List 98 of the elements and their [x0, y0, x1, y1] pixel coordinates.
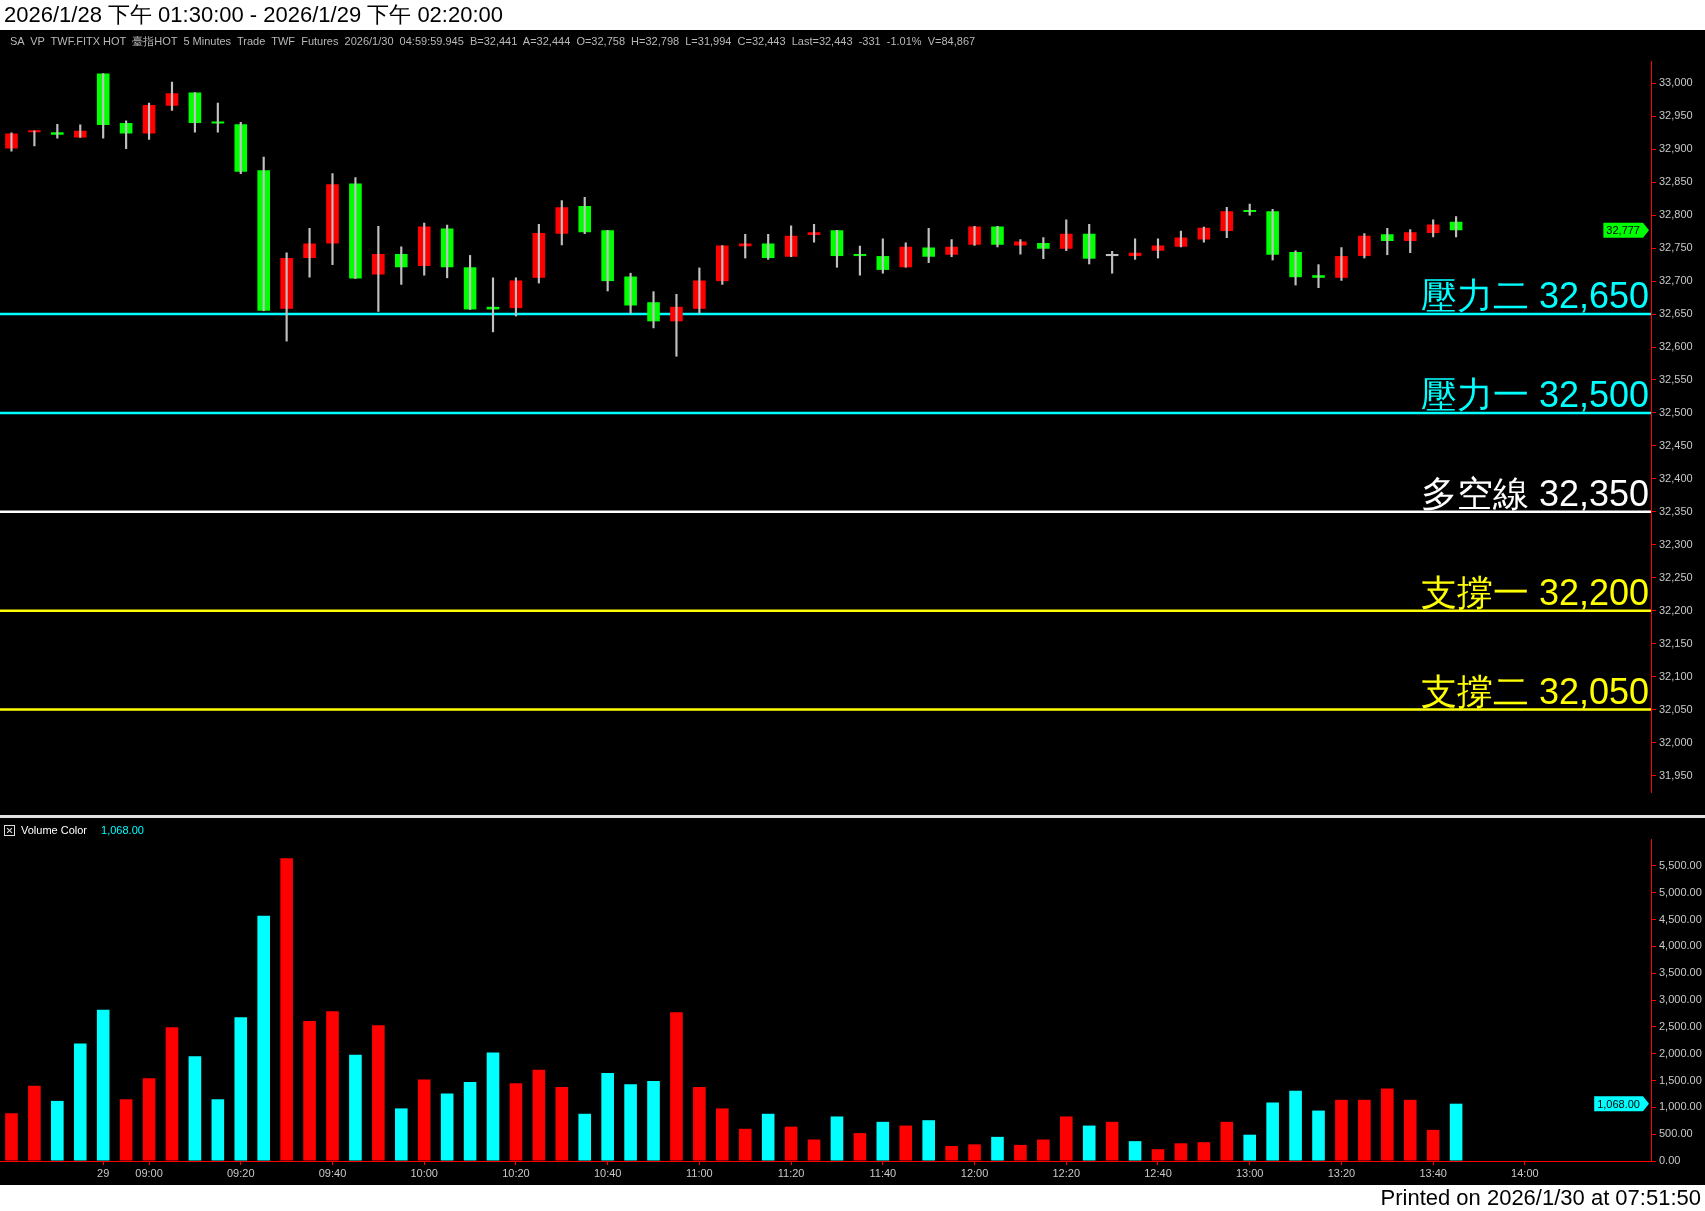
y-tick-label: 5,500.00 [1659, 858, 1702, 871]
bar [624, 1084, 637, 1161]
bar [1128, 1141, 1142, 1161]
bar [578, 1113, 592, 1161]
bar [761, 1113, 775, 1161]
text: 1,068.00 [1597, 1097, 1640, 1110]
text: 1,068.00 [101, 824, 144, 836]
bar [463, 1082, 477, 1161]
bar [1449, 1103, 1463, 1161]
x-tick-label: 11:40 [869, 1166, 897, 1179]
bar [188, 1056, 202, 1161]
ref-line-label: 壓力一 32,500 [1420, 373, 1649, 415]
y-tick-label: 32,950 [1659, 109, 1693, 122]
x-tick-label: 13:40 [1419, 1166, 1447, 1179]
x-tick-label: 13:20 [1327, 1166, 1356, 1179]
bar [991, 1136, 1004, 1161]
y-tick-label: 32,750 [1659, 241, 1693, 254]
y-tick-label: 31,950 [1659, 768, 1693, 781]
y-tick-label: 32,450 [1659, 438, 1693, 451]
bar [1243, 1134, 1257, 1161]
y-tick-label: 32,550 [1659, 373, 1693, 386]
chart-title: Volume Color [21, 824, 88, 836]
bar [1312, 1110, 1325, 1161]
bar [1266, 1102, 1279, 1161]
bar [440, 1093, 454, 1161]
x-tick-label: 29 [97, 1166, 110, 1179]
ref-line-label: 支撐二 32,050 [1420, 670, 1649, 712]
x-tick-label: 12:20 [1052, 1166, 1081, 1179]
bar [1082, 1125, 1096, 1161]
y-tick-label: 1,000.00 [1659, 1100, 1702, 1113]
y-tick-label: 32,900 [1659, 142, 1693, 155]
y-tick-label: 5,000.00 [1659, 885, 1702, 898]
y-tick-label: 3,500.00 [1659, 966, 1702, 979]
candlestick [1380, 228, 1394, 256]
y-tick-label: 32,050 [1659, 702, 1693, 715]
chart-title: 2026/1/28 下午 01:30:00 - 2026/1/29 下午 02:20:00 [0, 0, 1705, 30]
bar [922, 1120, 935, 1161]
bar [234, 1017, 248, 1161]
bar [73, 1043, 87, 1161]
y-tick-label: 33,000 [1659, 76, 1693, 89]
x-tick-label: 09:40 [318, 1166, 347, 1179]
bar [257, 915, 271, 1161]
y-tick-label: 0.00 [1659, 1154, 1681, 1167]
bar [394, 1108, 408, 1161]
bar [830, 1116, 844, 1161]
y-tick-label: 32,850 [1659, 175, 1693, 188]
candlestick [922, 228, 935, 263]
y-tick-label: 1,500.00 [1659, 1073, 1702, 1086]
x-tick-label: 14:00 [1511, 1166, 1539, 1179]
text: Printed on 2026/1/30 at 07:51:50 [0, 1185, 1705, 1211]
y-tick-label: 32,500 [1659, 405, 1693, 418]
y-tick-label: 32,200 [1659, 603, 1693, 616]
y-tick-label: 32,300 [1659, 537, 1693, 550]
x-tick-label: 12:00 [960, 1166, 989, 1179]
y-tick-label: 4,000.00 [1659, 939, 1702, 952]
y-tick-label: 2,500.00 [1659, 1019, 1702, 1032]
candlestick [51, 123, 64, 139]
x-tick-label: 13:00 [1235, 1166, 1264, 1179]
y-tick-label: 32,350 [1659, 504, 1693, 517]
x-tick-label: 11:20 [777, 1166, 805, 1179]
x-tick-label: 11:00 [686, 1166, 713, 1179]
candlestick [1403, 229, 1417, 254]
y-tick-label: 32,250 [1659, 570, 1693, 583]
y-tick-label: 32,150 [1659, 636, 1693, 649]
y-tick-label: 500.00 [1659, 1127, 1693, 1140]
x-tick-label: 10:00 [410, 1166, 438, 1179]
y-tick-label: 3,000.00 [1659, 993, 1702, 1006]
y-tick-label: 32,800 [1659, 208, 1693, 221]
candlestick [807, 224, 821, 243]
x-tick-label: 10:20 [502, 1166, 530, 1179]
y-tick-label: 32,650 [1659, 307, 1693, 320]
ref-line-label: 多空線 32,350 [1420, 472, 1649, 514]
x-tick-label: 10:40 [593, 1166, 622, 1179]
y-tick-label: 32,100 [1659, 669, 1693, 682]
bar [349, 1054, 362, 1161]
bar [1289, 1090, 1302, 1161]
x-tick-label: 09:00 [135, 1166, 163, 1179]
bar [647, 1081, 660, 1161]
y-tick-label: 32,400 [1659, 471, 1693, 484]
y-tick-label: 32,700 [1659, 274, 1693, 287]
candlestick [1312, 264, 1325, 289]
annotation: 32,777 [1606, 224, 1640, 237]
ref-line-label: 支撐一 32,200 [1420, 571, 1649, 613]
y-tick-label: 32,000 [1659, 735, 1693, 748]
candlestick [372, 226, 385, 312]
x-tick-label: 09:20 [227, 1166, 255, 1179]
ref-line-label: 壓力二 32,650 [1420, 275, 1649, 317]
bar [96, 1009, 110, 1161]
bar [211, 1099, 225, 1161]
bar [486, 1052, 500, 1161]
y-tick-label: 4,500.00 [1659, 912, 1702, 925]
bar [51, 1100, 64, 1161]
bar [601, 1072, 614, 1161]
chart-subtitle: SA VP TWF.FITX HOT 臺指HOT 5 Minutes Trade TWF Futures 2026/1/30 04:59:59.945 B=32,441 A=32,444 O=32,758 H=32,798 L=31,994 C=32,443 Last=32,443 -331 -1.01% V=84,867 [9, 34, 977, 49]
y-tick-label: 2,000.00 [1659, 1046, 1702, 1059]
x-tick-label: 12:40 [1144, 1166, 1172, 1179]
y-tick-label: 32,600 [1659, 340, 1693, 353]
bar [876, 1121, 890, 1161]
